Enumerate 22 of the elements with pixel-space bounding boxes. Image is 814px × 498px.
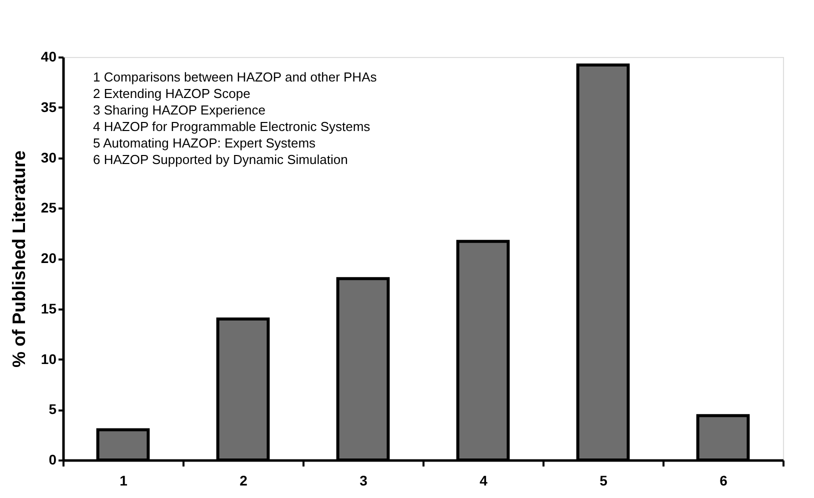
annotation: 4 HAZOP for Programmable Electronic Systems bbox=[93, 118, 371, 134]
x-tick-label: 2 bbox=[240, 472, 248, 488]
y-tick-label: 10 bbox=[40, 350, 57, 367]
y-tick-label: 15 bbox=[40, 300, 57, 316]
x-tick-label: 3 bbox=[360, 472, 368, 488]
annotation: 6 HAZOP Supported by Dynamic Simulation bbox=[93, 152, 348, 167]
y-axis-title: % of Published Literature bbox=[8, 150, 29, 368]
y-tick-label: 35 bbox=[40, 98, 57, 115]
x-tick-label: 6 bbox=[720, 472, 728, 488]
x-tick-label: 1 bbox=[120, 472, 128, 488]
y-tick-label: 20 bbox=[40, 250, 57, 266]
annotation: 1 Comparisons between HAZOP and other PHAs bbox=[93, 69, 378, 84]
y-tick-label: 25 bbox=[40, 200, 57, 216]
x-tick-label: 4 bbox=[480, 472, 488, 488]
y-tick-label: 5 bbox=[48, 401, 57, 418]
annotation: 3 Sharing HAZOP Experience bbox=[93, 102, 266, 118]
annotation: 5 Automating HAZOP: Expert Systems bbox=[93, 135, 316, 150]
x-tick-label: 5 bbox=[600, 472, 608, 488]
y-tick-label: 30 bbox=[40, 149, 57, 166]
y-tick-label: 0 bbox=[48, 452, 57, 468]
annotation: 2 Extending HAZOP Scope bbox=[93, 86, 250, 101]
y-tick-label: 40 bbox=[40, 48, 57, 64]
